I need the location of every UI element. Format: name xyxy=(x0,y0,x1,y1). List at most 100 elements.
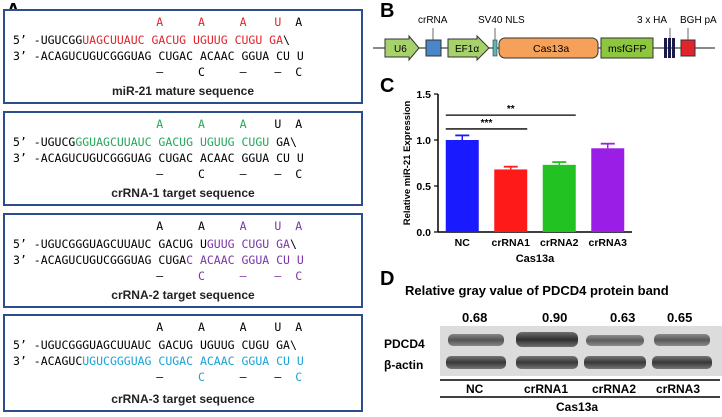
lane-underline xyxy=(440,379,720,381)
lane-label: NC xyxy=(466,382,484,396)
bottom-mismatch-base: C xyxy=(295,370,303,384)
strand-5prime: 5’ -UGUCGGGUAGCUUAUC GACUG UGUUG CUGU GA… xyxy=(13,135,297,149)
bgh-label: BGH pA xyxy=(680,15,717,26)
top-mismatch-base: U xyxy=(274,320,282,334)
strand-3prime: 3’ -ACAGUCUGUCGGGUAG CUGAC ACAAC GGUA CU… xyxy=(13,49,304,63)
bgh-pa-box xyxy=(680,39,696,57)
sequence-segment: \ xyxy=(289,237,297,251)
bar-nc xyxy=(445,140,479,232)
bottom-mismatch-base: – xyxy=(274,167,282,181)
bottom-mismatch-base: C xyxy=(295,167,303,181)
top-mismatch-base: A xyxy=(156,320,164,334)
strand-prefix: 5’ xyxy=(13,33,34,47)
sequence-segment: \ xyxy=(283,33,290,47)
ef1a-label: EF1α xyxy=(455,44,479,55)
crrna-label: crRNA xyxy=(418,15,448,26)
sequence-segment: -ACAGUCUGUCGGGUAG CUGAC ACAAC GGUA CU U xyxy=(33,49,304,63)
msfgfp-label: msfGFP xyxy=(608,43,647,55)
sv40-nls-label: SV40 NLS xyxy=(478,15,525,26)
top-mismatch-base: A xyxy=(295,15,303,29)
pdcd4-band-crrna2 xyxy=(586,335,644,346)
bottom-mismatch-base: – xyxy=(239,269,247,283)
top-mismatch-base: A xyxy=(197,117,205,131)
panel-d-letter: D xyxy=(380,268,395,290)
top-mismatch-base: A xyxy=(197,219,205,233)
strand-5prime: 5’ -UGUCGGGUAGCUUAUC GACUG UGUUG CUGU GA… xyxy=(13,237,297,251)
top-mismatch-base: U xyxy=(274,15,282,29)
top-mismatch-base: A xyxy=(197,15,205,29)
u6-promoter xyxy=(384,34,420,62)
significance-label: *** xyxy=(481,118,493,129)
top-mismatch-base: U xyxy=(274,219,282,233)
strand-prefix: 5’ xyxy=(13,237,34,251)
bottom-mismatch-base: – xyxy=(156,269,164,283)
top-mismatch-base: U xyxy=(274,117,282,131)
ha-tag-2 xyxy=(668,38,671,58)
y-tick-label: 0.5 xyxy=(416,181,431,193)
strand-prefix: 3’ xyxy=(13,151,34,165)
bottom-mismatch-base: – xyxy=(156,167,164,181)
sv40-nls-box xyxy=(492,39,498,57)
ha-tag-1 xyxy=(664,38,667,58)
actin-label: β-actin xyxy=(384,358,424,372)
x-group-label: Cas13a xyxy=(516,253,555,265)
msfgfp-box xyxy=(600,37,654,59)
bottom-mismatch-base: C xyxy=(197,370,205,384)
actin-band-nc xyxy=(446,356,506,369)
bottom-mismatch-base: – xyxy=(239,65,247,79)
sequence-box-3: A A A U A 5’ -UGUCGGGUAGCUUAUC GACUG UGUUG CU… xyxy=(3,213,363,308)
top-mismatch-base: A xyxy=(156,219,164,233)
pdcd4-label: PDCD4 xyxy=(384,337,425,351)
cas13a-label: Cas13a xyxy=(533,43,569,55)
sequence-segment: GUUG CUGU GA xyxy=(206,237,290,251)
gray-value: 0.65 xyxy=(667,310,693,325)
x-tick-label: crRNA2 xyxy=(540,237,579,249)
lane-label: crRNA3 xyxy=(656,382,701,396)
top-mismatch-base: A xyxy=(295,320,303,334)
strand-prefix: 5’ xyxy=(13,135,34,149)
actin-band-crrna3 xyxy=(652,356,712,369)
panel-c-letter: C xyxy=(380,75,395,97)
bottom-mismatch-base: – xyxy=(274,370,282,384)
strand-3prime: 3’ -ACAGUCUGUCGGGUAG CUGAC ACAAC GGUA CU… xyxy=(13,151,304,165)
actin-band-crrna2 xyxy=(584,356,646,369)
bar-crrna1 xyxy=(494,169,528,232)
sequence-box-4: A A A U A 5’ -UGUCGGGUAGCUUAUC GACUG UGUUG CU… xyxy=(3,314,363,412)
gray-value: 0.68 xyxy=(462,310,488,325)
bottom-mismatch-base: – xyxy=(239,370,247,384)
strand-5prime: 5’ -UGUCGGUAGCUUAUC GACUG UGUUG CUGU GA\ xyxy=(13,33,290,47)
strand-5prime: 5’ -UGUCGGGUAGCUUAUC GACUG UGUUG CUGU GA… xyxy=(13,338,297,352)
x-tick-label: crRNA3 xyxy=(588,237,627,249)
sequence-box-1: A A A U A 5’ -UGUCGGUAGCUUAUC GACUG UGUUG CUG… xyxy=(3,9,363,104)
bottom-mismatch-base: – xyxy=(274,269,282,283)
ha-label: 3 x HA xyxy=(637,15,668,26)
sequence-segment: -UGUCG xyxy=(33,135,76,149)
sequence-segment: -UGUCGG xyxy=(33,33,83,47)
y-tick-label: 0.0 xyxy=(416,227,431,239)
sequence-segment: -UGUCGGGUAGCUUAUC GACUG U xyxy=(33,237,207,251)
sequence-caption: crRNA-2 target sequence xyxy=(111,288,255,302)
sequence-segment: -ACAGUCUGUCGGGUAG CUGA xyxy=(33,253,187,267)
sequence-caption: miR-21 mature sequence xyxy=(111,84,255,98)
bottom-mismatch-base: C xyxy=(295,269,303,283)
strand-prefix: 3’ xyxy=(13,49,34,63)
pdcd4-band-crrna1 xyxy=(516,332,578,347)
sequence-caption: crRNA-1 target sequence xyxy=(111,186,255,200)
bottom-mismatch-base: – xyxy=(274,65,282,79)
ha-tag-3 xyxy=(672,38,675,58)
sequence-segment: GA\ xyxy=(269,135,297,149)
x-tick-label: NC xyxy=(455,237,471,249)
group-underline xyxy=(440,396,720,398)
lane-label: crRNA1 xyxy=(524,382,569,396)
sequence-segment: -ACAGUC xyxy=(33,354,83,368)
gray-value: 0.63 xyxy=(610,310,636,325)
sequence-box-2: A A A U A 5’ -UGUCGGGUAGCUUAUC GACUG UGUUG CU… xyxy=(3,111,363,206)
western-blot-image xyxy=(440,326,722,376)
panel-b-letter: B xyxy=(380,0,395,22)
bottom-mismatch-base: C xyxy=(295,65,303,79)
top-mismatch-base: A xyxy=(239,219,247,233)
strand-3prime: 3’ -ACAGUCUGUCGGGUAG CUGAC ACAAC GGUA CU… xyxy=(13,354,304,368)
lane-label: crRNA2 xyxy=(592,382,637,396)
y-tick-label: 1.5 xyxy=(416,89,431,101)
